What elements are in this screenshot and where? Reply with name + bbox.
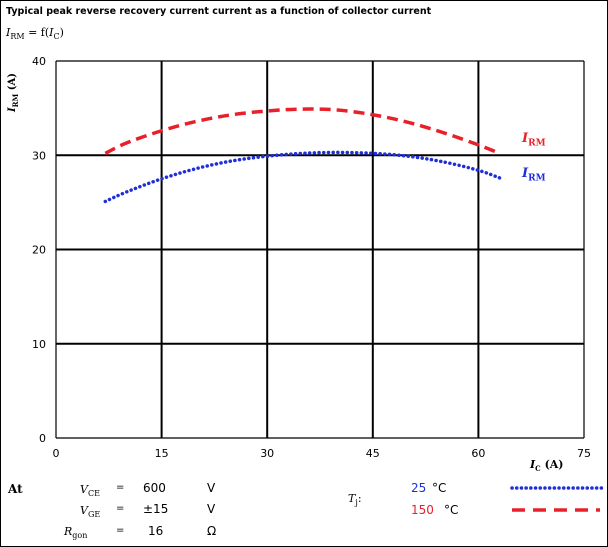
formula-lhs-symbol: I bbox=[6, 26, 11, 39]
vge-value: ±15 bbox=[143, 502, 169, 516]
curve-label-25: IRM bbox=[522, 166, 546, 184]
curve-label-25-subscript: RM bbox=[528, 173, 546, 184]
rgon-unit: Ω bbox=[207, 524, 217, 538]
y-tick-label: 40 bbox=[32, 55, 46, 68]
vge-eq: = bbox=[116, 503, 125, 514]
curve-label-150-subscript: RM bbox=[528, 138, 546, 149]
rgon-value: 16 bbox=[148, 524, 164, 538]
y-tick-label: 10 bbox=[32, 338, 46, 351]
temp-25-value: 25 bbox=[411, 481, 427, 495]
x-axis-title: IC (A) bbox=[530, 458, 564, 473]
x-tick-label: 45 bbox=[366, 447, 380, 460]
series-line-150c bbox=[104, 107, 501, 155]
temp-150-value: 150 bbox=[411, 503, 434, 517]
formula-lhs-subscript: RM bbox=[10, 32, 25, 42]
formula-rhs-symbol: I bbox=[49, 26, 54, 39]
x-tick-label: 0 bbox=[53, 447, 60, 460]
formula-close: ) bbox=[59, 26, 64, 39]
temp-150-unit: °C bbox=[444, 503, 459, 517]
tj-symbol: Tj: bbox=[348, 492, 362, 507]
formula-eq: = f( bbox=[24, 26, 50, 39]
tick-labels: 0 15 30 45 60 75 0 10 20 30 40 bbox=[32, 55, 591, 460]
temp-25-unit: °C bbox=[432, 481, 447, 495]
formula-rhs-subscript: C bbox=[53, 32, 60, 42]
conditions-at: At bbox=[8, 482, 23, 496]
y-tick-label: 0 bbox=[39, 432, 46, 445]
curve-label-150-symbol: I bbox=[522, 131, 529, 146]
y-tick-label: 20 bbox=[32, 244, 46, 257]
vge-sym: V bbox=[80, 504, 88, 517]
vce-unit: V bbox=[207, 481, 216, 495]
y-tick-label: 30 bbox=[32, 149, 46, 162]
chart-title: Typical peak reverse recovery current cu… bbox=[6, 6, 432, 17]
formula-label: IRM = f(IC) bbox=[6, 26, 64, 41]
x-tick-label: 75 bbox=[577, 447, 591, 460]
vge-unit: V bbox=[207, 502, 216, 516]
vce-sub: CE bbox=[87, 489, 100, 499]
vce-sym: V bbox=[80, 483, 88, 496]
rgon-eq: = bbox=[116, 525, 125, 536]
x-axis-unit: (A) bbox=[540, 458, 564, 471]
tj-colon: : bbox=[357, 492, 362, 505]
series-group bbox=[103, 107, 502, 204]
vge-sub: GE bbox=[87, 510, 101, 520]
grid-lines bbox=[55, 60, 585, 439]
tj-sub: j bbox=[355, 498, 358, 508]
tj-sym: T bbox=[348, 492, 356, 505]
x-axis-symbol: I bbox=[530, 458, 536, 471]
vge-symbol: VGE bbox=[80, 504, 100, 519]
series-line-25c bbox=[103, 150, 502, 204]
vce-symbol: VCE bbox=[80, 483, 100, 498]
curve-label-150: IRM bbox=[522, 131, 546, 149]
x-tick-label: 60 bbox=[471, 447, 485, 460]
vce-value: 600 bbox=[143, 481, 166, 495]
rgon-sub: gon bbox=[72, 531, 88, 541]
rgon-sym: R bbox=[64, 525, 73, 538]
rgon-symbol: Rgon bbox=[64, 525, 87, 540]
curve-label-25-symbol: I bbox=[522, 166, 529, 181]
vce-eq: = bbox=[116, 482, 125, 493]
x-axis-subscript: C bbox=[535, 464, 541, 474]
x-tick-label: 30 bbox=[260, 447, 274, 460]
x-tick-label: 15 bbox=[155, 447, 169, 460]
